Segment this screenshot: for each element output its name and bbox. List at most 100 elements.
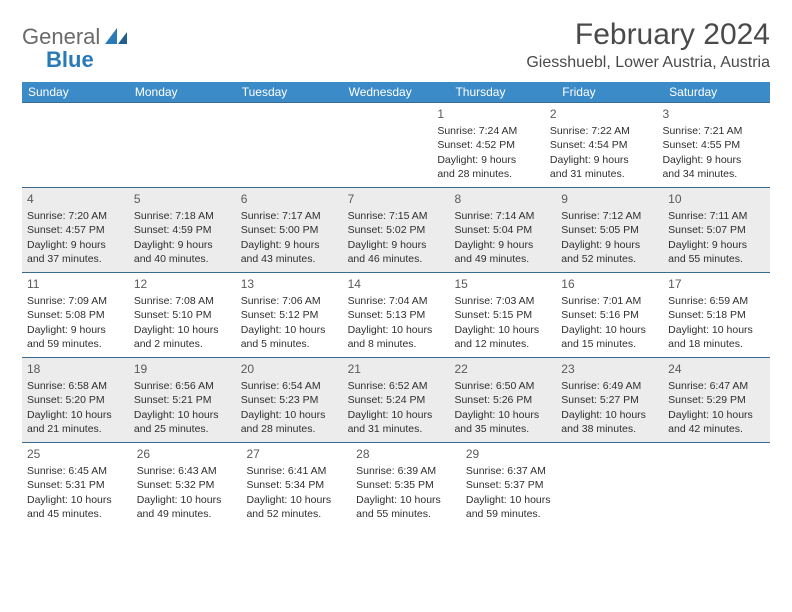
daylight-text: and 49 minutes. xyxy=(137,507,237,521)
daylight-text: Daylight: 10 hours xyxy=(668,408,765,422)
daylight-text: and 42 minutes. xyxy=(668,422,765,436)
daylight-text: and 45 minutes. xyxy=(27,507,127,521)
sunrise-text: Sunrise: 6:54 AM xyxy=(241,379,338,393)
day-cell: 11Sunrise: 7:09 AMSunset: 5:08 PMDayligh… xyxy=(22,273,129,357)
sunset-text: Sunset: 5:02 PM xyxy=(348,223,445,237)
week-row: 18Sunrise: 6:58 AMSunset: 5:20 PMDayligh… xyxy=(22,357,770,442)
day-number: 6 xyxy=(241,191,338,207)
empty-day-cell xyxy=(125,103,228,187)
sunrise-text: Sunrise: 7:22 AM xyxy=(550,124,653,138)
sunset-text: Sunset: 5:10 PM xyxy=(134,308,231,322)
month-title: February 2024 xyxy=(526,18,770,52)
daylight-text: Daylight: 10 hours xyxy=(466,493,566,507)
day-cell: 28Sunrise: 6:39 AMSunset: 5:35 PMDayligh… xyxy=(351,443,461,527)
day-number: 27 xyxy=(246,446,346,462)
empty-day-cell xyxy=(571,443,671,527)
day-number: 7 xyxy=(348,191,445,207)
dow-cell: Monday xyxy=(129,82,236,102)
daylight-text: and 2 minutes. xyxy=(134,337,231,351)
daylight-text: and 18 minutes. xyxy=(668,337,765,351)
daylight-text: and 59 minutes. xyxy=(27,337,124,351)
daylight-text: and 43 minutes. xyxy=(241,252,338,266)
day-cell: 10Sunrise: 7:11 AMSunset: 5:07 PMDayligh… xyxy=(663,188,770,272)
title-block: February 2024 Giesshuebl, Lower Austria,… xyxy=(526,18,770,72)
sunrise-text: Sunrise: 7:14 AM xyxy=(454,209,551,223)
sunrise-text: Sunrise: 6:45 AM xyxy=(27,464,127,478)
day-number: 26 xyxy=(137,446,237,462)
daylight-text: Daylight: 10 hours xyxy=(246,493,346,507)
day-number: 20 xyxy=(241,361,338,377)
daylight-text: Daylight: 10 hours xyxy=(348,323,445,337)
daylight-text: and 15 minutes. xyxy=(561,337,658,351)
daylight-text: and 55 minutes. xyxy=(668,252,765,266)
sunset-text: Sunset: 5:05 PM xyxy=(561,223,658,237)
daylight-text: and 31 minutes. xyxy=(348,422,445,436)
daylight-text: Daylight: 10 hours xyxy=(134,323,231,337)
calendar-page: General Blue February 2024 Giesshuebl, L… xyxy=(0,0,792,527)
sunrise-text: Sunrise: 6:49 AM xyxy=(561,379,658,393)
day-number: 24 xyxy=(668,361,765,377)
daylight-text: Daylight: 10 hours xyxy=(241,408,338,422)
day-cell: 26Sunrise: 6:43 AMSunset: 5:32 PMDayligh… xyxy=(132,443,242,527)
daylight-text: Daylight: 10 hours xyxy=(27,408,124,422)
sunrise-text: Sunrise: 6:47 AM xyxy=(668,379,765,393)
day-number: 21 xyxy=(348,361,445,377)
weeks-container: 1Sunrise: 7:24 AMSunset: 4:52 PMDaylight… xyxy=(22,102,770,527)
sunset-text: Sunset: 4:52 PM xyxy=(437,138,540,152)
sunset-text: Sunset: 5:23 PM xyxy=(241,393,338,407)
sunrise-text: Sunrise: 7:20 AM xyxy=(27,209,124,223)
logo-word-1: General xyxy=(22,24,100,49)
daylight-text: Daylight: 9 hours xyxy=(550,153,653,167)
dow-cell: Friday xyxy=(556,82,663,102)
daylight-text: Daylight: 10 hours xyxy=(241,323,338,337)
sunset-text: Sunset: 5:32 PM xyxy=(137,478,237,492)
day-cell: 27 Sunrise: 6:41 AMSunset: 5:34 PMDayligh… xyxy=(241,443,351,527)
day-number: 23 xyxy=(561,361,658,377)
sunrise-text: Sunrise: 7:03 AM xyxy=(454,294,551,308)
week-row: 1Sunrise: 7:24 AMSunset: 4:52 PMDaylight… xyxy=(22,102,770,187)
sunrise-text: Sunrise: 7:12 AM xyxy=(561,209,658,223)
day-cell: 21 Sunrise: 6:52 AMSunset: 5:24 PMDayligh… xyxy=(343,358,450,442)
day-number: 12 xyxy=(134,276,231,292)
daylight-text: and 12 minutes. xyxy=(454,337,551,351)
sunrise-text: Sunrise: 7:21 AM xyxy=(662,124,765,138)
sunrise-text: Sunrise: 7:01 AM xyxy=(561,294,658,308)
day-number: 18 xyxy=(27,361,124,377)
page-header: General Blue February 2024 Giesshuebl, L… xyxy=(22,18,770,72)
dow-cell: Wednesday xyxy=(343,82,450,102)
sunset-text: Sunset: 4:55 PM xyxy=(662,138,765,152)
daylight-text: and 28 minutes. xyxy=(437,167,540,181)
daylight-text: Daylight: 10 hours xyxy=(454,408,551,422)
sunrise-text: Sunrise: 7:04 AM xyxy=(348,294,445,308)
daylight-text: and 37 minutes. xyxy=(27,252,124,266)
sunrise-text: Sunrise: 7:17 AM xyxy=(241,209,338,223)
daylight-text: Daylight: 9 hours xyxy=(27,238,124,252)
daylight-text: Daylight: 9 hours xyxy=(454,238,551,252)
sunset-text: Sunset: 5:24 PM xyxy=(348,393,445,407)
daylight-text: Daylight: 9 hours xyxy=(348,238,445,252)
day-number: 2 xyxy=(550,106,653,122)
day-cell: 17Sunrise: 6:59 AMSunset: 5:18 PMDayligh… xyxy=(663,273,770,357)
daylight-text: and 40 minutes. xyxy=(134,252,231,266)
sunset-text: Sunset: 5:29 PM xyxy=(668,393,765,407)
sunset-text: Sunset: 5:04 PM xyxy=(454,223,551,237)
daylight-text: Daylight: 10 hours xyxy=(134,408,231,422)
day-number: 15 xyxy=(454,276,551,292)
day-number: 10 xyxy=(668,191,765,207)
sunset-text: Sunset: 5:00 PM xyxy=(241,223,338,237)
sunrise-text: Sunrise: 6:41 AM xyxy=(246,464,346,478)
sunset-text: Sunset: 5:34 PM xyxy=(246,478,346,492)
empty-day-cell xyxy=(330,103,433,187)
day-number: 29 xyxy=(466,446,566,462)
day-number: 4 xyxy=(27,191,124,207)
day-cell: 22Sunrise: 6:50 AMSunset: 5:26 PMDayligh… xyxy=(449,358,556,442)
daylight-text: Daylight: 10 hours xyxy=(561,323,658,337)
sunrise-text: Sunrise: 6:52 AM xyxy=(348,379,445,393)
daylight-text: and 59 minutes. xyxy=(466,507,566,521)
day-number: 1 xyxy=(437,106,540,122)
day-cell: 24 Sunrise: 6:47 AMSunset: 5:29 PMDayligh… xyxy=(663,358,770,442)
daylight-text: and 52 minutes. xyxy=(561,252,658,266)
day-cell: 8Sunrise: 7:14 AMSunset: 5:04 PMDaylight… xyxy=(449,188,556,272)
daylight-text: Daylight: 10 hours xyxy=(348,408,445,422)
sunset-text: Sunset: 5:08 PM xyxy=(27,308,124,322)
